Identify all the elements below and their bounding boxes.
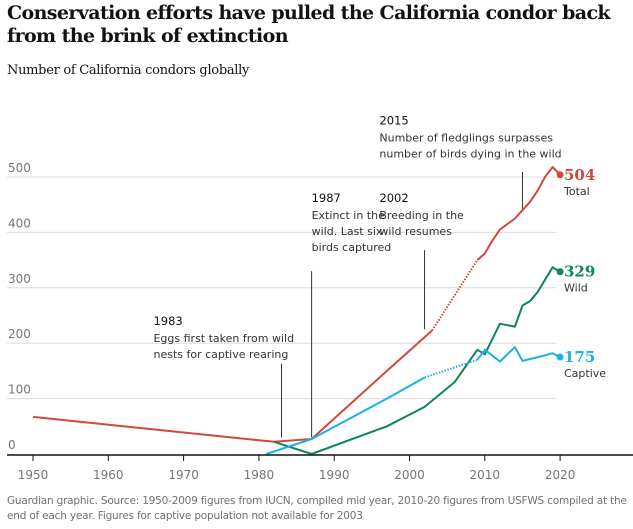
x-tick-label-1960: 1960 <box>93 468 124 482</box>
annotation-year: 2015 <box>379 113 408 127</box>
x-tick-label-2010: 2010 <box>470 468 501 482</box>
end-label-wild: Wild <box>564 282 588 295</box>
y-tick-label-100: 100 <box>8 383 31 397</box>
series-captive-segment-solid <box>476 346 561 363</box>
annotation-text-line: Breeding in the <box>379 209 464 222</box>
end-value-wild: 329 <box>564 263 595 281</box>
annotation-1987: 1987 Extinct in the wild. Last six birds ca… <box>311 191 392 438</box>
y-tick-label-500: 500 <box>8 161 31 175</box>
series-total-segment-solid <box>476 166 561 261</box>
chart-title: Conservation efforts have pulled the Cal… <box>7 2 611 47</box>
series-captive <box>266 346 564 455</box>
annotation-text-line: Eggs first taken from wild <box>153 332 294 345</box>
x-tick-label-1980: 1980 <box>244 468 275 482</box>
annotations: 1983 Eggs first taken from wild nests for … <box>153 113 562 438</box>
y-tick-label-200: 200 <box>8 327 31 341</box>
annotation-text-line: wild. Last six <box>312 225 383 238</box>
end-marker-captive <box>556 353 564 361</box>
series-total-segment-dotted <box>431 259 479 332</box>
end-label-total: Total <box>563 185 590 198</box>
annotation-year: 1983 <box>153 314 182 328</box>
end-marker-total <box>556 171 564 179</box>
annotation-text-line: wild resumes <box>379 225 452 238</box>
series-total <box>32 166 564 443</box>
source-note: Guardian graphic. Source: 1950-2009 figu… <box>7 495 627 522</box>
x-tick-label-2020: 2020 <box>545 468 576 482</box>
y-tick-label-0: 0 <box>8 438 16 452</box>
series-lines <box>32 166 564 455</box>
y-tick-label-300: 300 <box>8 272 31 286</box>
x-axis: 1950 1960 1970 1980 1990 2000 2010 2020 <box>7 454 633 482</box>
x-tick-label-1990: 1990 <box>319 468 350 482</box>
end-label-captive: Captive <box>564 367 606 380</box>
annotation-text-line: number of birds dying in the wild <box>379 147 561 160</box>
annotation-2015: 2015 Number of fledglings surpasses number… <box>379 113 562 211</box>
y-tick-label-400: 400 <box>8 216 31 230</box>
x-tick-label-1970: 1970 <box>168 468 199 482</box>
annotation-1983: 1983 Eggs first taken from wild nests for … <box>153 314 294 438</box>
annotation-year: 1987 <box>312 191 341 205</box>
annotation-text-line: nests for captive rearing <box>153 348 288 361</box>
annotation-2002: 2002 Breeding in the wild resumes <box>379 191 464 330</box>
y-axis-tick-labels: 0 100 200 300 400 500 <box>8 161 31 452</box>
series-wild-segment-solid <box>273 266 561 455</box>
x-tick-label-1950: 1950 <box>18 468 49 482</box>
series-wild <box>273 266 564 455</box>
end-value-captive: 175 <box>564 348 595 366</box>
annotation-year: 2002 <box>379 191 408 205</box>
end-value-total: 504 <box>564 166 595 184</box>
series-captive-segment-solid <box>266 376 426 455</box>
end-marker-wild <box>556 268 564 276</box>
series-captive-segment-dotted <box>424 358 478 379</box>
chart-subtitle: Number of California condors globally <box>7 63 250 78</box>
annotation-text-line: Number of fledglings surpasses <box>379 131 553 144</box>
annotation-text-line: Extinct in the <box>312 209 385 222</box>
annotation-text-line: birds captured <box>312 241 392 254</box>
x-tick-label-2000: 2000 <box>394 468 425 482</box>
